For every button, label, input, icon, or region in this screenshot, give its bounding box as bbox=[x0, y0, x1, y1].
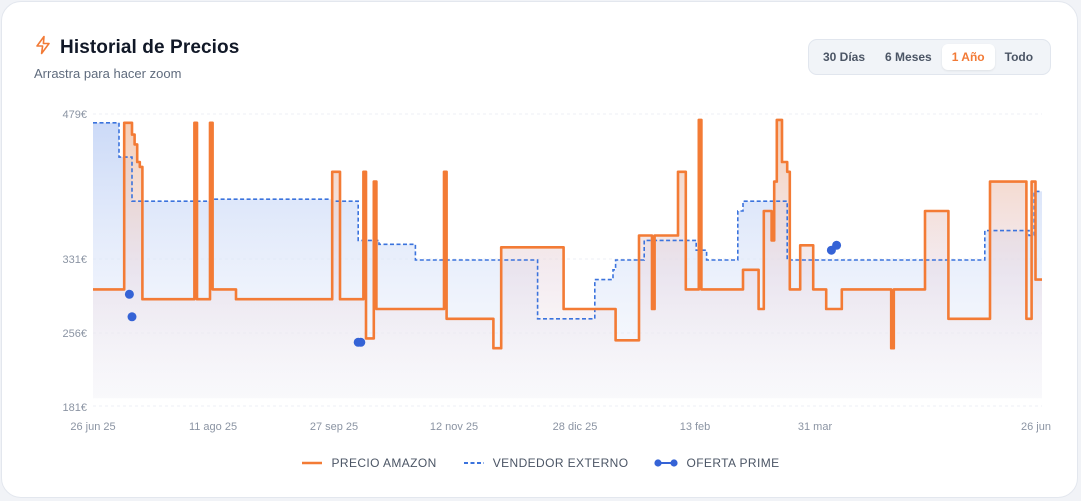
x-tick-label: 11 ago 25 bbox=[189, 421, 237, 433]
y-tick-label: 479€ bbox=[63, 109, 87, 121]
legend-label: PRECIO AMAZON bbox=[331, 456, 437, 470]
dot-line-swatch bbox=[654, 459, 679, 467]
time-range-selector: 30 Días 6 Meses 1 Año Todo bbox=[808, 39, 1051, 75]
x-tick-label: 28 dic 25 bbox=[553, 421, 598, 433]
legend-label: OFERTA PRIME bbox=[686, 456, 780, 470]
legend-amazon-price[interactable]: PRECIO AMAZON bbox=[301, 456, 436, 470]
x-tick-label: 31 mar bbox=[798, 421, 833, 433]
x-tick-label: 26 jun 25 bbox=[70, 421, 115, 433]
x-tick-label: 26 jun bbox=[1021, 421, 1051, 433]
x-tick-label: 27 sep 25 bbox=[310, 421, 358, 433]
series-lines bbox=[93, 118, 1042, 350]
range-all-button[interactable]: Todo bbox=[1004, 50, 1034, 64]
prime-offer-point[interactable] bbox=[356, 337, 366, 347]
amazon-price-area bbox=[93, 119, 1042, 399]
dashed-line-swatch bbox=[463, 462, 484, 464]
legend-label: VENDEDOR EXTERNO bbox=[492, 456, 629, 470]
lightning-icon bbox=[34, 35, 52, 60]
y-tick-label: 331€ bbox=[63, 254, 87, 266]
series-areas bbox=[93, 119, 1042, 399]
y-axis: 479€ 331€ 256€ 181€ bbox=[63, 109, 87, 414]
prime-offer-point[interactable] bbox=[127, 312, 137, 322]
legend-external-seller[interactable]: VENDEDOR EXTERNO bbox=[463, 456, 629, 470]
prime-markers bbox=[124, 240, 842, 347]
solid-line-swatch bbox=[302, 461, 323, 465]
zoom-hint: Arrastra para hacer zoom bbox=[34, 66, 182, 81]
x-tick-label: 13 feb bbox=[680, 421, 711, 433]
x-tick-label: 12 nov 25 bbox=[430, 421, 478, 433]
amazon-price-line bbox=[93, 118, 1042, 350]
range-1-year-button[interactable]: 1 Año bbox=[941, 44, 995, 70]
y-tick-label: 181€ bbox=[63, 402, 87, 414]
legend-prime-offer[interactable]: OFERTA PRIME bbox=[654, 456, 779, 470]
header: Historial de Precios bbox=[34, 35, 239, 60]
page-title: Historial de Precios bbox=[60, 36, 240, 58]
range-30-days-button[interactable]: 30 Días bbox=[823, 50, 866, 64]
prime-offer-point[interactable] bbox=[832, 240, 842, 250]
prime-offer-point[interactable] bbox=[124, 289, 134, 299]
x-axis: 26 jun 25 11 ago 25 27 sep 25 12 nov 25 … bbox=[70, 421, 1051, 433]
y-tick-label: 256€ bbox=[63, 328, 87, 340]
chart-legend: PRECIO AMAZON VENDEDOR EXTERNO OFERTA PR… bbox=[2, 456, 1079, 470]
price-chart[interactable]: 479€ 331€ 256€ 181€ 26 jun 25 11 ago 25 … bbox=[2, 100, 1079, 440]
range-6-months-button[interactable]: 6 Meses bbox=[885, 50, 932, 64]
